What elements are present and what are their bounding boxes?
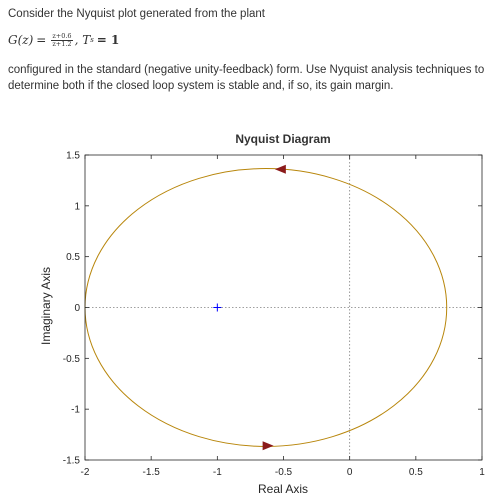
question-intro: Consider the Nyquist plot generated from… [8, 8, 265, 20]
x-tick-label: -0.5 [275, 467, 293, 478]
x-tick-label: 0 [347, 467, 353, 478]
eq-denominator: z+1.2 [52, 39, 72, 48]
y-tick-label: -1.5 [63, 456, 81, 467]
x-axis-label: Real Axis [258, 482, 308, 496]
eq-fraction: z+0.6 z+1.2 [51, 31, 73, 48]
critical-point-marker [213, 303, 222, 312]
x-tick-label: 0.5 [409, 467, 423, 478]
direction-arrow [274, 164, 286, 174]
question-text: Consider the Nyquist plot generated from… [8, 6, 500, 94]
eq-equals: = [36, 33, 47, 47]
y-tick-label: 0.5 [66, 252, 80, 263]
x-tick-label: 1 [479, 467, 485, 478]
y-tick-label: -0.5 [63, 354, 81, 365]
x-tick-label: -1.5 [143, 467, 161, 478]
nyquist-curve [84, 168, 448, 447]
y-tick-label: 0 [74, 303, 80, 314]
y-tick-label: 1.5 [66, 151, 80, 162]
chart-title: Nyquist Diagram [235, 132, 330, 146]
eq-ts: , T [74, 33, 91, 47]
direction-arrow [262, 441, 274, 451]
eq-lhs: G(z) [8, 33, 34, 47]
question-body: configured in the standard (negative uni… [8, 64, 485, 92]
y-axis-label: Imaginary Axis [39, 267, 53, 345]
eq-numerator: z+0.6 [51, 31, 73, 41]
x-tick-label: -2 [81, 467, 90, 478]
eq-ts-sub: s [90, 36, 94, 44]
x-tick-label: -1 [213, 467, 222, 478]
eq-ts-value: = 1 [96, 33, 120, 47]
y-tick-label: -1 [71, 405, 80, 416]
y-tick-label: 1 [74, 201, 80, 212]
